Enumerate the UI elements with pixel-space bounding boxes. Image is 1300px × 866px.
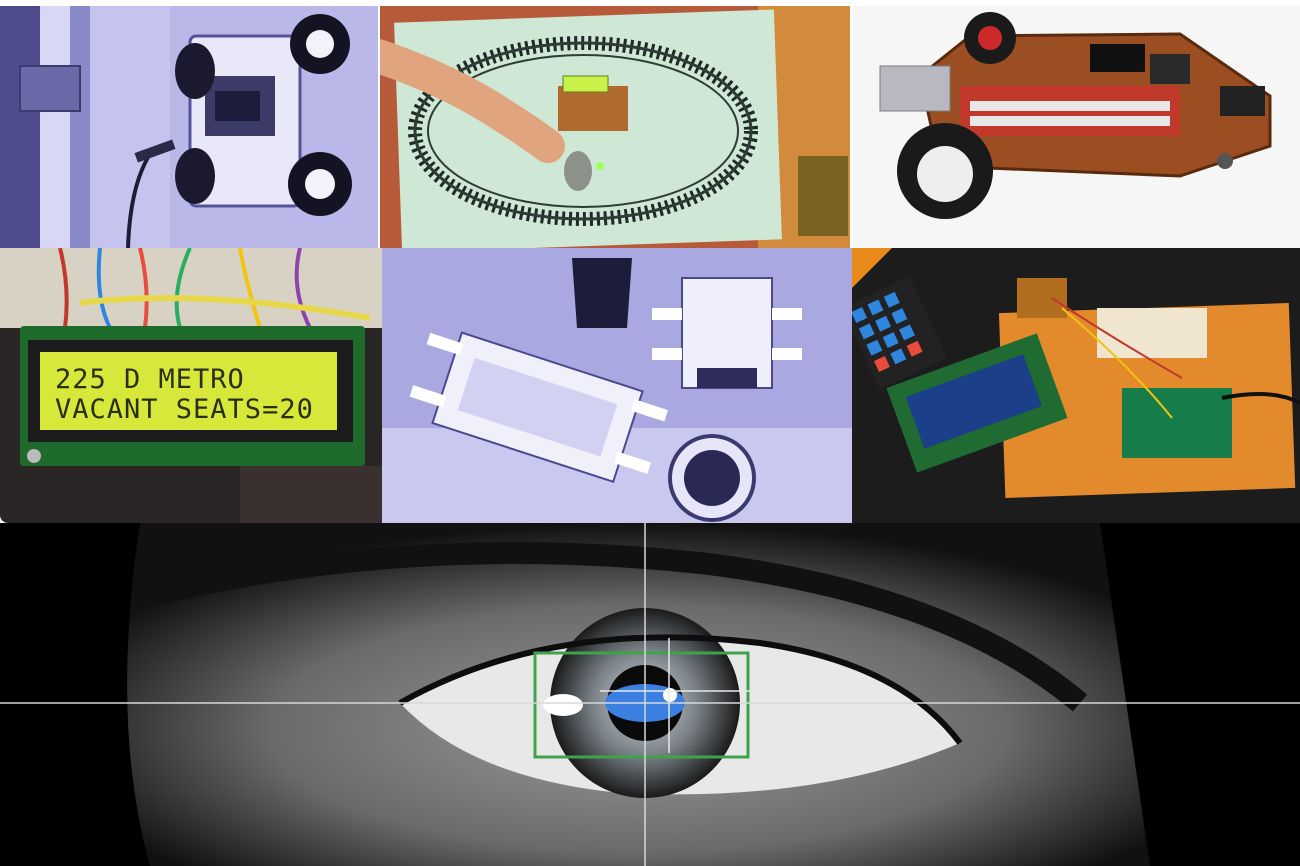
photo-wall-climbing-robot [0, 6, 378, 248]
lcd-display-image: 225 D METRO VACANT SEATS=20 [0, 248, 382, 523]
pcb-robot-car-image [850, 6, 1300, 248]
photo-pcb-robot-car [850, 6, 1300, 248]
lcd-line-2: VACANT SEATS=20 [55, 394, 314, 425]
train-track-image [378, 6, 850, 248]
photo-train-track-model [378, 6, 850, 248]
divider [850, 6, 852, 248]
divider [378, 6, 380, 248]
robot-chassis-image [382, 248, 852, 523]
keypad-arduino-image [852, 248, 1300, 523]
photo-eye-tracking [0, 523, 1300, 866]
wall-climbing-robot-image [0, 6, 378, 248]
photo-robot-chassis [382, 248, 852, 523]
eye-tracking-image [0, 523, 1300, 866]
photo-keypad-arduino [852, 248, 1300, 523]
lcd-line-1: 225 D METRO [55, 364, 245, 395]
photo-lcd-display: 225 D METRO VACANT SEATS=20 [0, 248, 382, 523]
